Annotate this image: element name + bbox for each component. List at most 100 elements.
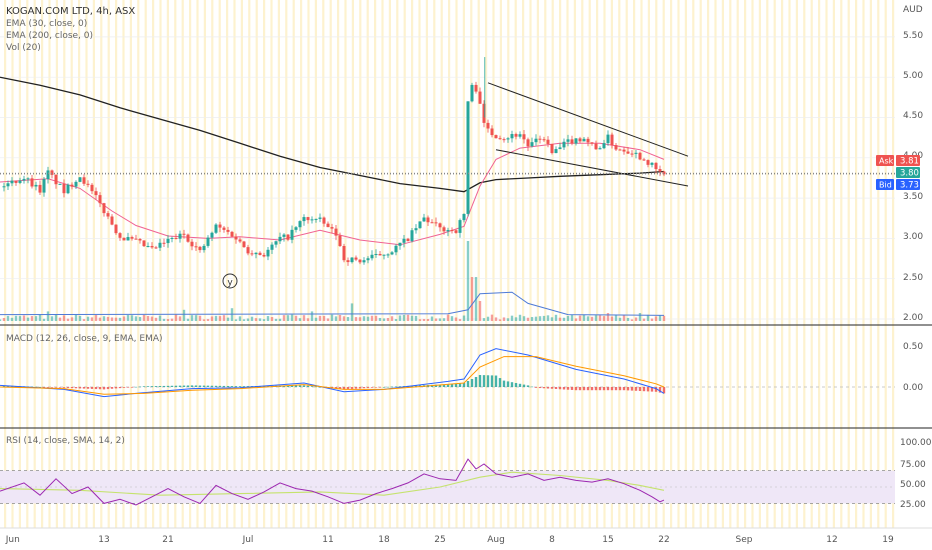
volume-bar [130, 315, 134, 321]
volume-bar [254, 318, 258, 321]
macd-histogram-bar [130, 387, 134, 388]
candle-body [550, 143, 554, 154]
session-stripe [803, 0, 806, 528]
indicator-ema200[interactable]: EMA (200, close, 0) [6, 31, 93, 41]
macd-histogram-bar [518, 383, 522, 387]
time-tick: 18 [378, 535, 390, 545]
macd-histogram-bar [494, 375, 498, 387]
volume-bar [14, 315, 18, 321]
volume-bar [46, 311, 50, 321]
volume-bar [150, 316, 154, 321]
macd-histogram-bar [626, 387, 630, 391]
session-stripe [440, 0, 443, 528]
volume-bar [602, 316, 606, 321]
volume-bar [490, 314, 494, 321]
candle-body [326, 223, 330, 228]
macd-histogram-bar [350, 387, 354, 389]
macd-histogram-bar [94, 387, 98, 390]
volume-bar [410, 315, 414, 321]
session-stripe [610, 0, 613, 528]
macd-title[interactable]: MACD (12, 26, close, 9, EMA, EMA) [6, 334, 163, 344]
candle-body [242, 241, 246, 248]
candle-body [362, 260, 366, 263]
volume-bar [506, 318, 510, 321]
candle-body [142, 240, 146, 247]
time-tick: 22 [658, 535, 669, 545]
macd-histogram-bar [106, 387, 110, 390]
macd-histogram-bar [586, 387, 590, 391]
volume-bar [654, 316, 658, 321]
candle-body [178, 233, 182, 239]
volume-bar [342, 316, 346, 321]
volume-bar [618, 317, 622, 321]
last-value: 3.80 [900, 169, 919, 179]
session-stripe [684, 0, 687, 528]
candle-body [134, 238, 138, 240]
session-stripe [699, 0, 702, 528]
session-stripe [107, 0, 110, 528]
ema30-line [0, 142, 665, 246]
candle-body [434, 222, 438, 224]
macd-histogram-bar [86, 387, 90, 389]
volume-bar [122, 316, 126, 321]
volume-bar [178, 316, 182, 321]
time-tick: 25 [434, 535, 445, 545]
candle-body [222, 227, 226, 230]
session-stripe [396, 0, 399, 528]
volume-bar [58, 317, 62, 321]
candle-body [518, 134, 522, 137]
candle-body [294, 227, 298, 230]
session-stripe [544, 0, 547, 528]
session-stripe [55, 0, 58, 528]
candle-body [270, 244, 274, 250]
session-stripe [11, 0, 14, 528]
symbol-title[interactable]: KOGAN.COM LTD, 4h, ASX [6, 6, 135, 17]
indicator-ema30[interactable]: EMA (30, close, 0) [6, 19, 87, 29]
macd-histogram-bar [602, 387, 606, 391]
session-stripe [470, 0, 473, 528]
candle-body [94, 191, 98, 196]
session-stripe [655, 0, 658, 528]
volume-bar [294, 315, 298, 321]
candle-body [314, 218, 318, 220]
volume-bar [438, 318, 442, 321]
volume-bar [514, 317, 518, 321]
volume-bar [450, 316, 454, 321]
volume-bar [346, 317, 350, 321]
macd-histogram-bar [570, 387, 574, 390]
candle-body [482, 103, 486, 123]
volume-bar [274, 318, 278, 321]
macd-histogram-bar [598, 387, 602, 391]
macd-histogram-bar [558, 387, 562, 390]
candle-body [422, 217, 426, 222]
volume-bar [114, 317, 118, 321]
time-axis[interactable]: Jun 13 21 Jul 11 18 25 Aug 8 15 22 Sep 12 19 [5, 535, 894, 545]
session-stripe [218, 0, 221, 528]
volume-bar [430, 316, 434, 321]
candle-body [566, 139, 570, 142]
macd-histogram-bar [562, 387, 566, 390]
volume-bar [174, 314, 178, 321]
macd-histogram-bar [102, 387, 106, 390]
volume-bar [86, 316, 90, 321]
candle-body [478, 91, 482, 104]
candle-body [338, 235, 342, 247]
session-stripe [736, 0, 739, 528]
candle-body [198, 246, 202, 251]
session-stripe [122, 0, 125, 528]
volume-bar [598, 315, 602, 321]
macd-histogram-bar [142, 386, 146, 387]
volume-bar [498, 319, 502, 321]
volume-bars [0, 241, 666, 321]
volume-bar [298, 318, 302, 321]
annotation-marker[interactable] [222, 273, 238, 289]
indicator-volume[interactable]: Vol (20) [6, 43, 41, 53]
volume-bar [590, 316, 594, 321]
rsi-title[interactable]: RSI (14, close, SMA, 14, 2) [6, 436, 125, 446]
bid-badge: Bid 3.73 [876, 179, 920, 191]
volume-bar [642, 318, 646, 321]
macd-histogram-bar [470, 379, 474, 387]
macd-histogram-bar [386, 386, 390, 388]
macd-histogram-bar [294, 385, 298, 387]
